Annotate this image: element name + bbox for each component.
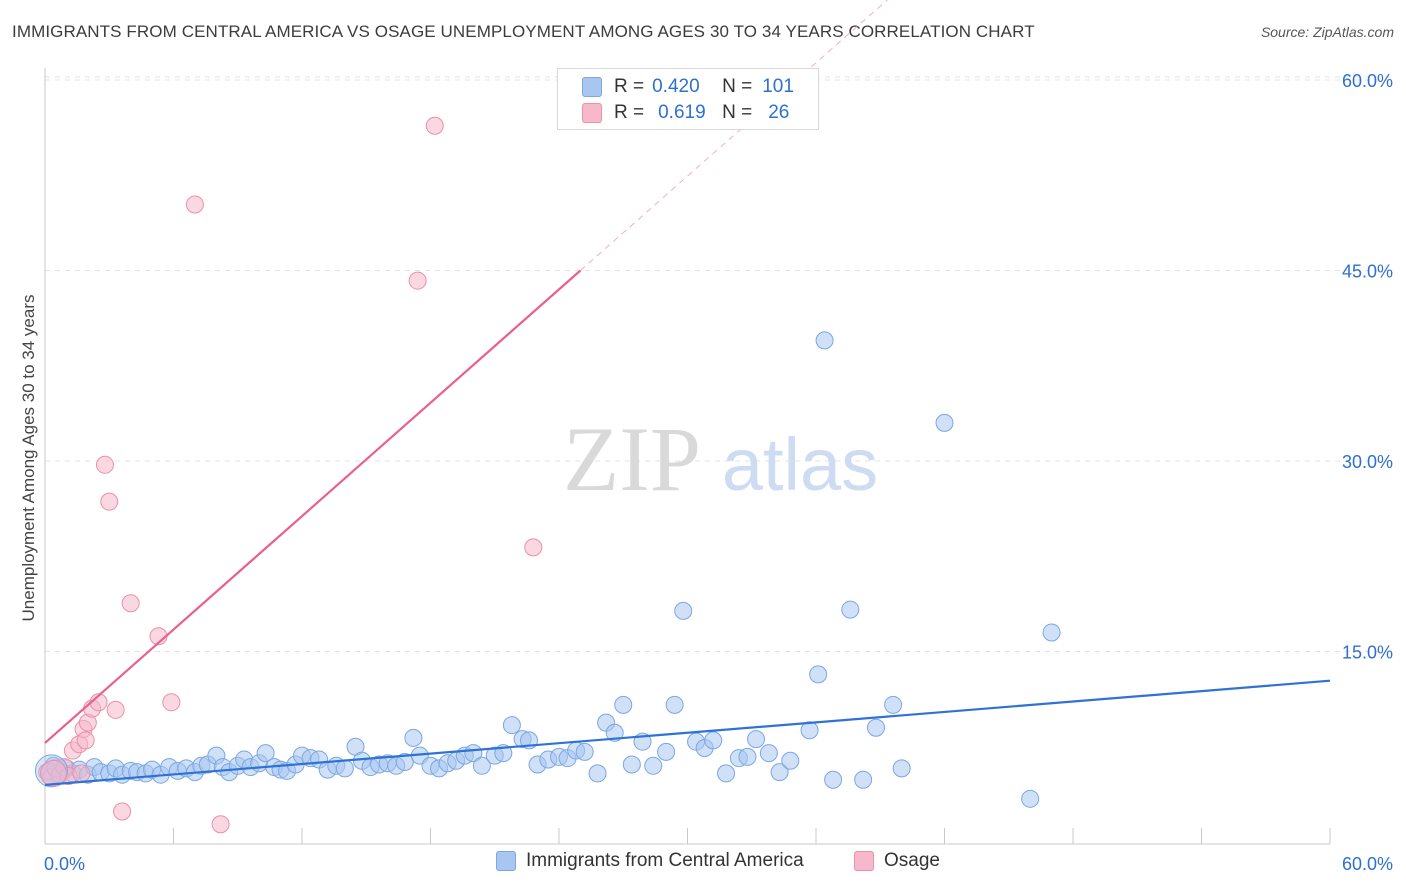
pink-point-cluster [40,759,68,787]
stats-row-pink: R = 0.619 N = 26 [582,101,789,125]
pink-point [121,594,140,613]
blue-point [824,770,843,789]
y-axis-label: Unemployment Among Ages 30 to 34 years [19,295,38,622]
pink-point [408,271,427,290]
pink-point [211,815,230,834]
legend-label: Osage [884,850,940,871]
y-tick-label: 45.0% [1342,262,1393,282]
blue-point [665,695,684,714]
r-value: 0.619 [658,102,706,123]
blue-point [759,744,778,763]
blue-point [335,759,354,778]
data-points [34,116,1061,834]
pink-trend-extension [580,0,889,271]
blue-point [1042,623,1061,642]
blue-point [472,756,491,775]
y-tick-label: 60.0% [1342,71,1393,91]
source-label: Source: ZipAtlas.com [1260,24,1394,40]
n-label: N = [722,76,753,97]
legend-label: Immigrants from Central America [526,850,804,871]
x-tick-label: 60.0% [1342,854,1393,874]
y-tick-label: 30.0% [1342,452,1393,472]
n-label: N = [722,102,753,123]
blue-point [256,744,275,763]
blue-point [884,695,903,714]
blue-point [588,764,607,783]
blue-point [657,742,676,761]
pink-point [76,731,95,750]
n-value: 101 [762,76,794,97]
blue-point [738,747,757,766]
y-tick-label: 15.0% [1342,643,1393,663]
blue-point [1021,789,1040,808]
blue-point [395,752,414,771]
blue-point [622,755,641,774]
pink-swatch [582,103,602,123]
blue-point [809,665,828,684]
bottom-legend: Immigrants from Central America Osage [0,850,1406,880]
stats-legend: R = 0.420 N = 101 R = 0.619 N = 26 [557,68,819,130]
blue-point-cluster [34,754,68,788]
pink-point [72,764,91,783]
pink-point [425,116,444,135]
blue-point [674,601,693,620]
pink-point [106,700,125,719]
pink-point [100,492,119,511]
pink-point [524,538,543,557]
blue-point [841,600,860,619]
blue-point [747,730,766,749]
legend-item-osage: Osage [854,850,940,872]
x-tick-label: 0.0% [44,854,85,874]
pink-point [162,693,181,712]
r-label: R = [614,76,645,97]
blue-trend-line [44,679,1331,786]
blue-point [614,695,633,714]
pink-swatch [854,851,874,871]
pink-point [113,802,132,821]
blue-point [404,728,423,747]
tick-labels: 15.0% 30.0% 45.0% 60.0% 0.0% 60.0% [44,71,1393,874]
blue-point [605,723,624,742]
blue-point [892,759,911,778]
stats-row-blue: R = 0.420 N = 101 [582,75,794,99]
blue-point [770,763,789,782]
blue-point [717,764,736,783]
legend-item-central-america: Immigrants from Central America [496,850,804,872]
blue-point [644,756,663,775]
blue-point [575,742,594,761]
blue-point [781,751,800,770]
blue-point [935,413,954,432]
axes [44,68,1331,845]
watermark-atlas: atlas [722,423,878,506]
pink-point [95,455,114,474]
n-value: 26 [768,102,790,123]
blue-point [800,721,819,740]
watermark: ZIP atlas [563,408,878,510]
watermark-zip: ZIP [563,408,701,510]
chart-title: IMMIGRANTS FROM CENTRAL AMERICA VS OSAGE… [12,22,1035,41]
blue-swatch [582,77,602,97]
blue-point [854,770,873,789]
pink-point [185,195,204,214]
blue-point [704,731,723,750]
blue-point [866,718,885,737]
r-value: 0.420 [652,76,700,97]
r-label: R = [614,102,645,123]
blue-point [815,331,834,350]
pink-trend-line [44,269,582,744]
blue-swatch [496,851,516,871]
blue-point [502,716,521,735]
